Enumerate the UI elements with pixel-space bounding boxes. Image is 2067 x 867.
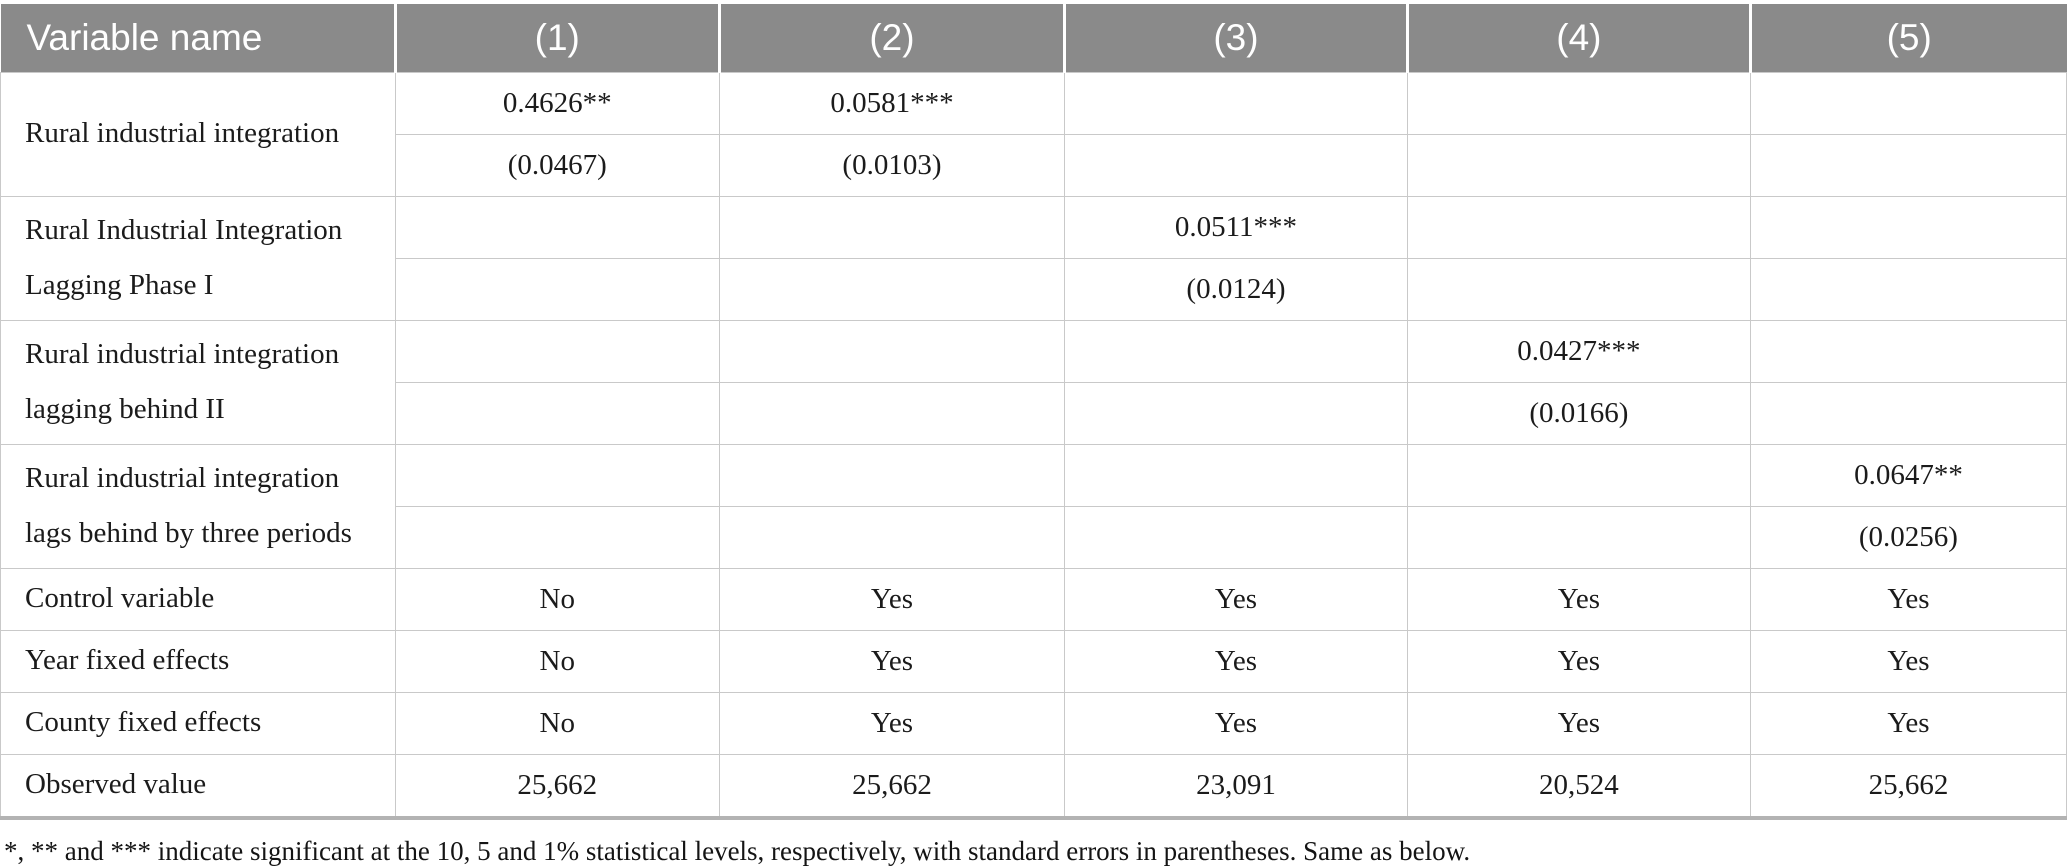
summary-value-cell: Yes xyxy=(718,567,1065,631)
coef-cell xyxy=(1749,319,2067,383)
se-cell xyxy=(718,505,1065,569)
summary-value-cell: 25,662 xyxy=(1749,753,2067,818)
summary-label-cell: Year fixed effects xyxy=(0,629,396,693)
table-row-se: (0.0166) xyxy=(1,381,2067,445)
se-cell: (0.0124) xyxy=(1063,257,1408,321)
summary-value-cell: Yes xyxy=(718,691,1065,755)
table-row-summary: Observed value 25,662 25,662 23,091 20,5… xyxy=(0,753,2067,818)
table-row-summary: Control variable No Yes Yes Yes Yes xyxy=(0,567,2067,631)
column-header-5: (5) xyxy=(1748,4,2067,73)
summary-value-cell: Yes xyxy=(718,629,1065,693)
summary-value-cell: Yes xyxy=(1406,629,1751,693)
coef-cell xyxy=(1063,319,1408,383)
summary-value-cell: No xyxy=(394,629,720,693)
coef-cell xyxy=(1063,443,1408,507)
summary-value-cell: 23,091 xyxy=(1063,753,1408,818)
se-cell xyxy=(1406,505,1751,569)
coef-cell: 0.0581*** xyxy=(718,71,1065,135)
summary-value-cell: Yes xyxy=(1063,691,1408,755)
se-cell xyxy=(1063,381,1408,445)
coef-cell xyxy=(1406,195,1751,259)
summary-value-cell: Yes xyxy=(1406,691,1751,755)
coef-cell: 0.0427*** xyxy=(1406,319,1751,383)
summary-value-cell: No xyxy=(394,567,720,631)
table-row-summary: County fixed effects No Yes Yes Yes Yes xyxy=(0,691,2067,755)
summary-value-cell: Yes xyxy=(1063,629,1408,693)
table-row-coef: Rural industrial integration lags behind… xyxy=(0,443,2067,569)
coef-cell: 0.0647** xyxy=(1749,443,2067,507)
column-header-4: (4) xyxy=(1405,4,1751,73)
summary-label-cell: Control variable xyxy=(0,567,396,631)
se-cell: (0.0256) xyxy=(1749,505,2067,569)
regression-results-table: Variable name (1) (2) (3) (4) (5) Rural … xyxy=(0,4,2067,820)
coef-cell xyxy=(1749,71,2067,135)
coef-cell xyxy=(1406,443,1751,507)
coef-cell xyxy=(718,319,1065,383)
se-cell xyxy=(1406,133,1751,197)
significance-footnote: *, ** and *** indicate significant at th… xyxy=(4,835,1471,866)
variable-label-cell: Rural Industrial Integration Lagging Pha… xyxy=(0,195,396,321)
se-cell xyxy=(1406,257,1751,321)
coef-cell xyxy=(394,319,720,383)
table-row-coef: Rural industrial integration 0.4626** 0.… xyxy=(0,71,2067,197)
se-cell xyxy=(1749,257,2067,321)
column-header-1: (1) xyxy=(393,4,720,73)
coef-cell xyxy=(394,195,720,259)
coef-cell xyxy=(1406,71,1751,135)
table-row-coef: Rural industrial integration lagging beh… xyxy=(0,319,2067,445)
table-row-se: (0.0124) xyxy=(1,257,2067,321)
se-cell: (0.0166) xyxy=(1406,381,1751,445)
table-row-coef: Rural Industrial Integration Lagging Pha… xyxy=(0,195,2067,321)
se-cell xyxy=(718,257,1065,321)
se-cell xyxy=(1749,381,2067,445)
se-cell xyxy=(1063,505,1408,569)
summary-label-cell: Observed value xyxy=(0,753,396,818)
summary-value-cell: 25,662 xyxy=(718,753,1065,818)
summary-value-cell: Yes xyxy=(1063,567,1408,631)
coef-cell xyxy=(1749,195,2067,259)
coef-cell xyxy=(394,443,720,507)
variable-label-cell: Rural industrial integration lagging beh… xyxy=(0,319,396,445)
summary-value-cell: Yes xyxy=(1406,567,1751,631)
table-header-row: Variable name (1) (2) (3) (4) (5) xyxy=(0,4,2067,73)
column-header-2: (2) xyxy=(717,4,1065,73)
coef-cell xyxy=(718,195,1065,259)
summary-value-cell: Yes xyxy=(1749,567,2067,631)
column-header-3: (3) xyxy=(1062,4,1408,73)
se-cell: (0.0467) xyxy=(394,133,720,197)
summary-value-cell: No xyxy=(394,691,720,755)
table-row-summary: Year fixed effects No Yes Yes Yes Yes xyxy=(0,629,2067,693)
se-cell xyxy=(1749,133,2067,197)
se-cell xyxy=(1063,133,1408,197)
se-cell: (0.0103) xyxy=(718,133,1065,197)
se-cell xyxy=(394,505,720,569)
summary-value-cell: Yes xyxy=(1749,691,2067,755)
summary-value-cell: 25,662 xyxy=(394,753,720,818)
se-cell xyxy=(718,381,1065,445)
se-cell xyxy=(394,257,720,321)
coef-cell: 0.4626** xyxy=(394,71,720,135)
table-row-se: (0.0256) xyxy=(1,505,2067,569)
summary-value-cell: Yes xyxy=(1749,629,2067,693)
coef-cell xyxy=(1063,71,1408,135)
variable-label-cell: Rural industrial integration lags behind… xyxy=(0,443,396,569)
summary-value-cell: 20,524 xyxy=(1406,753,1751,818)
se-cell xyxy=(394,381,720,445)
table-row-se: (0.0467) (0.0103) xyxy=(1,133,2067,197)
coef-cell xyxy=(718,443,1065,507)
column-header-variable-name: Variable name xyxy=(0,4,396,73)
coef-cell: 0.0511*** xyxy=(1063,195,1408,259)
variable-label-cell: Rural industrial integration xyxy=(0,71,396,197)
summary-label-cell: County fixed effects xyxy=(0,691,396,755)
